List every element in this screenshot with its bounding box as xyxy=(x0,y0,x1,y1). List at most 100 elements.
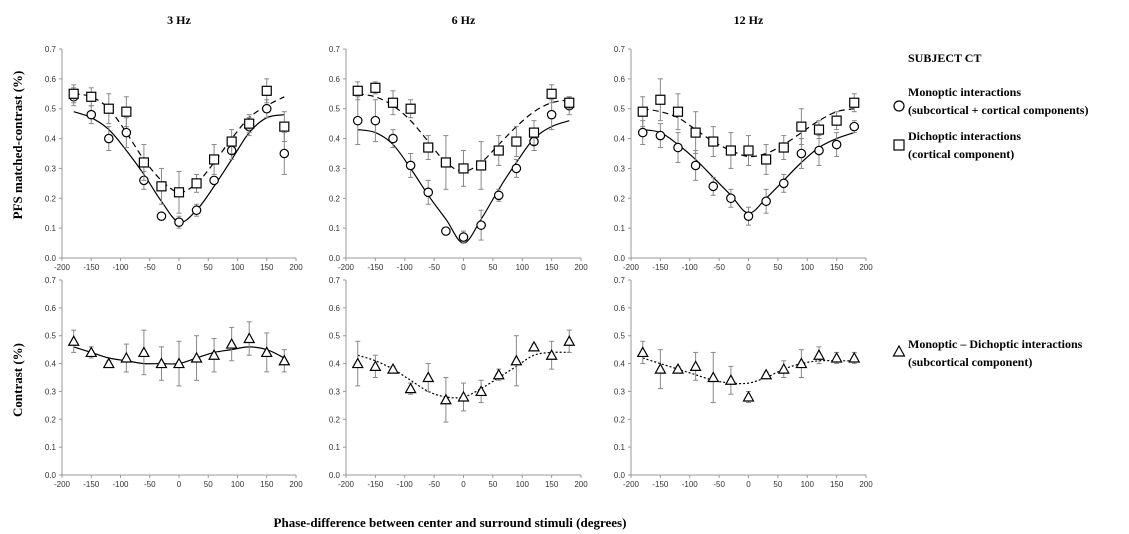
legend-triangle-icon xyxy=(892,344,906,357)
x-tick-label: 100 xyxy=(231,480,245,489)
y-tick-label: 0.0 xyxy=(45,471,57,480)
data-point-triangle xyxy=(848,351,861,363)
x-tick-label: 200 xyxy=(289,480,303,489)
data-point-square xyxy=(690,127,701,138)
y-tick-label: 0.3 xyxy=(45,387,57,396)
data-point-square xyxy=(405,103,416,114)
data-point-square xyxy=(743,145,754,156)
x-tick-label: 200 xyxy=(289,263,303,272)
data-point-circle xyxy=(726,193,736,204)
data-point-square xyxy=(493,145,504,156)
y-tick-label: 0.5 xyxy=(329,332,341,341)
data-point-circle xyxy=(352,115,363,126)
data-point-square xyxy=(86,91,97,102)
data-point-circle xyxy=(458,232,469,242)
x-tick-label: -50 xyxy=(144,480,156,489)
data-point-circle xyxy=(388,133,398,144)
x-axis-label: Phase-difference between center and surr… xyxy=(274,515,627,530)
data-point-circle xyxy=(104,133,114,144)
data-point-triangle xyxy=(120,351,133,363)
data-point-circle xyxy=(761,196,771,207)
data-point-square xyxy=(68,88,79,99)
data-point-square xyxy=(528,127,540,138)
x-tick-label: 200 xyxy=(574,480,588,489)
data-point-circle xyxy=(370,115,381,126)
data-point-circle xyxy=(441,226,451,236)
x-tick-label: -50 xyxy=(428,263,440,272)
data-point-square xyxy=(226,136,237,147)
y-tick-label: 0.4 xyxy=(329,135,341,144)
y-tick-label: 0.3 xyxy=(614,164,626,173)
data-point-square xyxy=(637,106,648,117)
data-point-circle xyxy=(86,109,97,120)
data-point-square xyxy=(440,157,451,168)
x-tick-label: -200 xyxy=(623,480,640,489)
data-point-square xyxy=(796,121,807,132)
data-point-square xyxy=(261,85,272,96)
x-tick-label: 150 xyxy=(260,480,274,489)
panel-3hz-bottom: 0.0 0.1 0.2 0.3 0.4 0.5 0.6 0.7 -200 -150 -100 -50 0… xyxy=(45,276,303,489)
x-tick-label: 0 xyxy=(461,263,466,272)
x-tick-label: -200 xyxy=(54,480,71,489)
panel-title: 3 Hz xyxy=(167,13,191,27)
y-axis-label-top: PFS matched-contrast (%) xyxy=(10,71,25,220)
data-point-square xyxy=(511,136,522,147)
x-tick-label: -100 xyxy=(397,480,414,489)
y-tick-label: 0.2 xyxy=(614,415,626,424)
x-tick-label: 200 xyxy=(859,263,873,272)
x-tick-label: -100 xyxy=(397,263,414,272)
data-point-triangle xyxy=(475,385,488,397)
data-point-circle xyxy=(690,160,701,171)
data-point-circle xyxy=(476,220,486,230)
x-tick-label: 0 xyxy=(746,480,751,489)
x-tick-label: -50 xyxy=(713,480,725,489)
y-tick-label: 0.6 xyxy=(45,75,57,84)
data-point-triangle xyxy=(278,354,291,366)
data-point-square xyxy=(156,181,167,192)
data-point-circle xyxy=(814,145,824,156)
y-tick-label: 0.7 xyxy=(329,45,341,54)
x-tick-label: -200 xyxy=(623,263,640,272)
panel-12hz-top: 0.0 0.1 0.2 0.3 0.4 0.5 0.6 0.7 -200 -150 -100 -50 0… xyxy=(614,13,873,272)
data-point-triangle xyxy=(457,390,470,402)
x-tick-label: 50 xyxy=(204,480,213,489)
y-tick-label: 0.3 xyxy=(329,387,341,396)
legend-circle-icon xyxy=(893,100,905,112)
data-point-triangle xyxy=(369,360,382,371)
data-point-circle xyxy=(191,205,202,216)
data-point-triangle xyxy=(777,362,790,374)
x-tick-label: 100 xyxy=(801,480,815,489)
data-point-triangle xyxy=(190,351,203,363)
x-tick-label: -100 xyxy=(112,480,129,489)
data-point-triangle xyxy=(172,357,186,369)
x-tick-label: -150 xyxy=(83,480,100,489)
x-tick-label: -100 xyxy=(112,263,129,272)
data-point-square xyxy=(121,106,132,117)
data-point-triangle xyxy=(671,362,685,374)
x-tick-label: -150 xyxy=(652,263,669,272)
y-tick-label: 0.7 xyxy=(614,276,626,285)
data-point-square xyxy=(370,82,381,93)
y-tick-label: 0.5 xyxy=(45,105,57,114)
legend-square-icon xyxy=(893,139,905,151)
y-tick-label: 0.3 xyxy=(45,164,57,173)
y-tick-label: 0.5 xyxy=(45,332,57,341)
x-tick-label: -100 xyxy=(682,480,699,489)
y-tick-label: 0.4 xyxy=(329,360,341,369)
y-tick-label: 0.0 xyxy=(329,254,341,263)
data-point-circle xyxy=(261,103,272,114)
y-tick-label: 0.0 xyxy=(614,254,626,263)
data-point-triangle xyxy=(510,354,523,366)
x-tick-label: 50 xyxy=(773,263,782,272)
data-point-circle xyxy=(156,211,167,221)
y-tick-label: 0.7 xyxy=(614,45,626,54)
x-tick-label: -150 xyxy=(83,263,100,272)
data-point-square xyxy=(173,187,185,198)
data-point-square xyxy=(849,97,860,108)
x-tick-label: 150 xyxy=(260,263,274,272)
x-tick-label: 100 xyxy=(516,480,530,489)
y-tick-label: 0.7 xyxy=(45,45,57,54)
x-tick-label: 50 xyxy=(488,263,497,272)
data-point-circle xyxy=(121,127,132,138)
x-tick-label: -50 xyxy=(713,263,725,272)
